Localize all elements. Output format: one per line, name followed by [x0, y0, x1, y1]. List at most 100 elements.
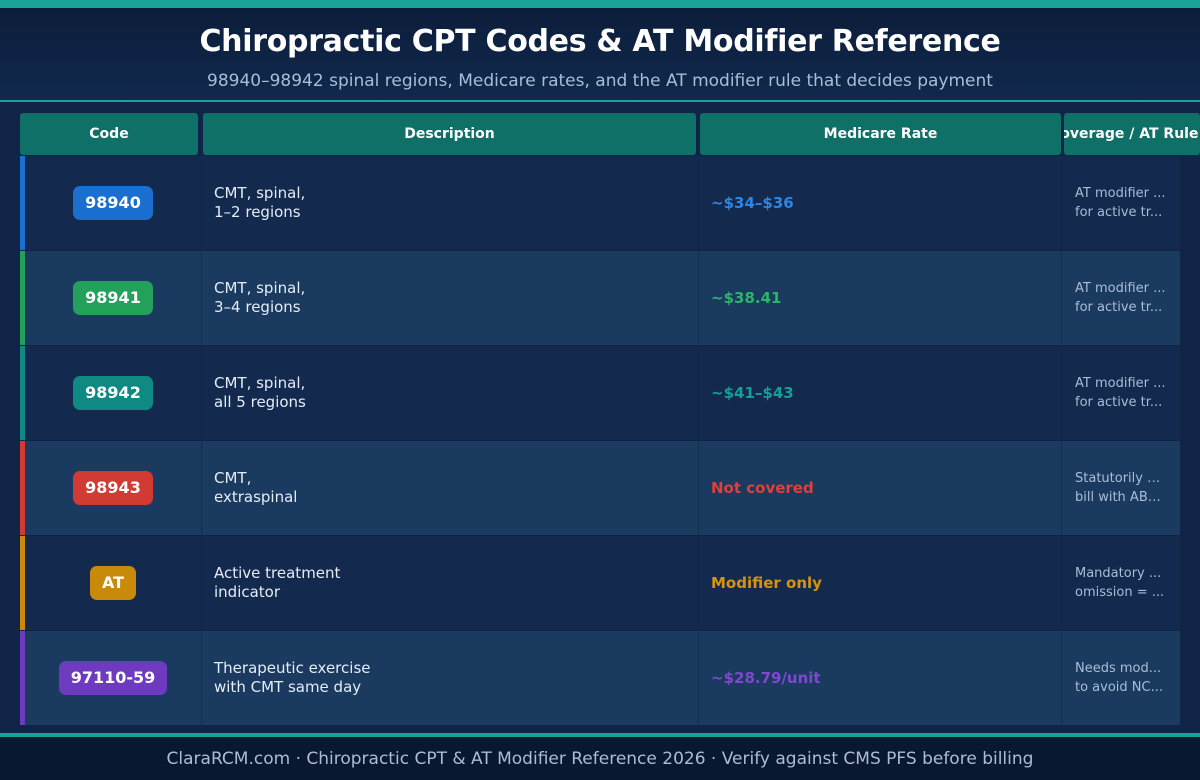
- coverage-cell: AT modifier ... for active tr...: [1075, 156, 1170, 250]
- top-accent-bar: [0, 0, 1200, 8]
- column-divider: [698, 346, 699, 440]
- description-line-1: CMT, spinal,: [214, 374, 306, 392]
- coverage-line-2: for active tr...: [1075, 395, 1163, 410]
- table-row: AT Active treatment indicator Modifier on…: [20, 536, 1180, 630]
- row-accent: [20, 346, 25, 440]
- column-header-description: Description: [203, 113, 696, 155]
- code-badge: 98942: [73, 376, 153, 410]
- row-accent: [20, 441, 25, 535]
- column-divider: [1061, 441, 1062, 535]
- row-accent: [20, 251, 25, 345]
- rate-value: ~$34–$36: [711, 194, 794, 212]
- description-cell: CMT, spinal, all 5 regions: [214, 346, 694, 440]
- description-line-2: extraspinal: [214, 488, 298, 506]
- rate-value: ~$28.79/unit: [711, 669, 821, 687]
- coverage-line-1: AT modifier ...: [1075, 376, 1166, 391]
- code-table: 98940 CMT, spinal, 1–2 regions ~$34–$36 A…: [20, 156, 1180, 726]
- code-badge: 98940: [73, 186, 153, 220]
- rate-cell: ~$34–$36: [711, 156, 1061, 250]
- coverage-line-2: for active tr...: [1075, 300, 1163, 315]
- column-divider: [1061, 156, 1062, 250]
- code-cell: 98940: [25, 156, 201, 250]
- page-header: Chiropractic CPT Codes & AT Modifier Ref…: [0, 8, 1200, 100]
- column-divider: [201, 631, 202, 725]
- column-divider: [698, 156, 699, 250]
- column-divider: [201, 156, 202, 250]
- coverage-line-1: Mandatory ...: [1075, 566, 1162, 581]
- description-line-2: 1–2 regions: [214, 203, 301, 221]
- header-divider: [0, 100, 1200, 102]
- rate-cell: ~$41–$43: [711, 346, 1061, 440]
- description-line-2: indicator: [214, 583, 281, 601]
- table-row: 98940 CMT, spinal, 1–2 regions ~$34–$36 A…: [20, 156, 1180, 250]
- column-divider: [1061, 251, 1062, 345]
- description-line-2: 3–4 regions: [214, 298, 301, 316]
- rate-value: ~$38.41: [711, 289, 782, 307]
- column-header-coverage-label: Coverage / AT Rule: [1064, 126, 1199, 142]
- description-cell: CMT, spinal, 1–2 regions: [214, 156, 694, 250]
- column-divider: [698, 251, 699, 345]
- description-line-1: CMT, spinal,: [214, 184, 306, 202]
- column-divider: [201, 251, 202, 345]
- row-accent: [20, 156, 25, 250]
- description-cell: Active treatment indicator: [214, 536, 694, 630]
- code-cell: 98941: [25, 251, 201, 345]
- rate-value: ~$41–$43: [711, 384, 794, 402]
- column-divider: [1061, 536, 1062, 630]
- description-line-2: with CMT same day: [214, 678, 362, 696]
- code-badge: 98943: [73, 471, 153, 505]
- column-divider: [698, 536, 699, 630]
- code-cell: 97110-59: [25, 631, 201, 725]
- page-footer: ClaraRCM.com · Chiropractic CPT & AT Mod…: [0, 737, 1200, 780]
- rate-cell: ~$28.79/unit: [711, 631, 1061, 725]
- code-badge: 97110-59: [58, 661, 168, 695]
- column-divider: [698, 631, 699, 725]
- column-divider: [201, 346, 202, 440]
- coverage-line-2: omission = ...: [1075, 585, 1165, 600]
- description-cell: Therapeutic exercise with CMT same day: [214, 631, 694, 725]
- table-row: 97110-59 Therapeutic exercise with CMT sa…: [20, 631, 1180, 725]
- code-badge: AT: [89, 566, 137, 600]
- coverage-cell: Statutorily e... bill with ABN...: [1075, 441, 1170, 535]
- rate-value: Modifier only: [711, 574, 822, 592]
- description-line-1: CMT, spinal,: [214, 279, 306, 297]
- column-divider: [201, 536, 202, 630]
- description-line-2: all 5 regions: [214, 393, 306, 411]
- description-cell: CMT, extraspinal: [214, 441, 694, 535]
- row-accent: [20, 631, 25, 725]
- table-row: 98943 CMT, extraspinal Not covered Statut…: [20, 441, 1180, 535]
- row-accent: [20, 536, 25, 630]
- rate-value: Not covered: [711, 479, 814, 497]
- description-line-1: CMT,: [214, 469, 252, 487]
- code-badge: 98941: [73, 281, 153, 315]
- rate-cell: Modifier only: [711, 536, 1061, 630]
- column-header-coverage: Coverage / AT Rule: [1064, 113, 1200, 155]
- page-title: Chiropractic CPT Codes & AT Modifier Ref…: [199, 24, 1001, 59]
- description-line-1: Active treatment: [214, 564, 341, 582]
- coverage-line-2: bill with ABN...: [1075, 490, 1167, 505]
- footer-divider: [0, 733, 1200, 737]
- code-cell: 98943: [25, 441, 201, 535]
- coverage-line-2: for active tr...: [1075, 205, 1163, 220]
- description-line-1: Therapeutic exercise: [214, 659, 371, 677]
- coverage-line-1: Statutorily e...: [1075, 471, 1167, 486]
- coverage-line-1: AT modifier ...: [1075, 186, 1166, 201]
- coverage-line-2: to avoid NC...: [1075, 680, 1163, 695]
- coverage-cell: AT modifier ... for active tr...: [1075, 346, 1170, 440]
- table-row: 98942 CMT, spinal, all 5 regions ~$41–$43…: [20, 346, 1180, 440]
- column-divider: [1061, 631, 1062, 725]
- rate-cell: Not covered: [711, 441, 1061, 535]
- page-subtitle: 98940–98942 spinal regions, Medicare rat…: [207, 71, 993, 91]
- column-header-code: Code: [20, 113, 198, 155]
- rate-cell: ~$38.41: [711, 251, 1061, 345]
- column-divider: [201, 441, 202, 535]
- coverage-line-1: AT modifier ...: [1075, 281, 1166, 296]
- coverage-cell: Mandatory ... omission = ...: [1075, 536, 1170, 630]
- column-header-rate: Medicare Rate: [700, 113, 1061, 155]
- coverage-cell: Needs mod... to avoid NC...: [1075, 631, 1170, 725]
- code-cell: 98942: [25, 346, 201, 440]
- column-divider: [1061, 346, 1062, 440]
- description-cell: CMT, spinal, 3–4 regions: [214, 251, 694, 345]
- code-cell: AT: [25, 536, 201, 630]
- table-row: 98941 CMT, spinal, 3–4 regions ~$38.41 AT…: [20, 251, 1180, 345]
